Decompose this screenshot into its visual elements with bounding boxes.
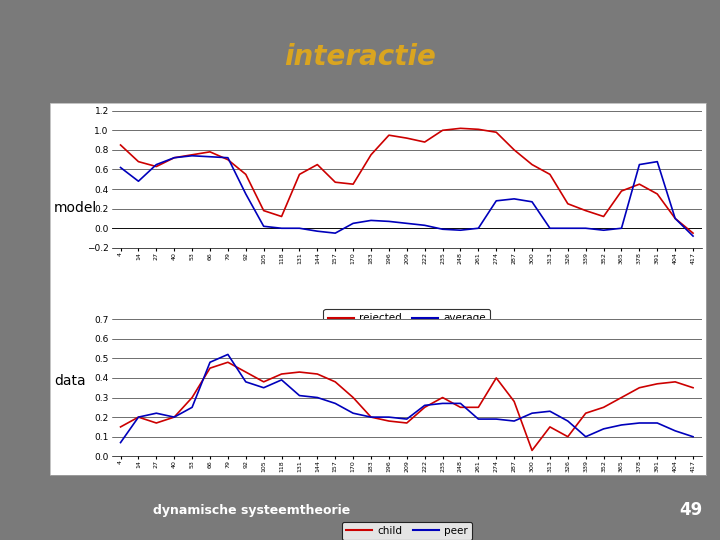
- Text: 49: 49: [680, 501, 703, 519]
- Legend: child, peer: child, peer: [342, 522, 472, 540]
- Text: interactie: interactie: [284, 43, 436, 71]
- Text: data: data: [54, 374, 86, 388]
- Text: dynamische systeemtheorie: dynamische systeemtheorie: [153, 504, 351, 517]
- Legend: rejected, average: rejected, average: [323, 309, 490, 328]
- Text: model: model: [54, 201, 97, 215]
